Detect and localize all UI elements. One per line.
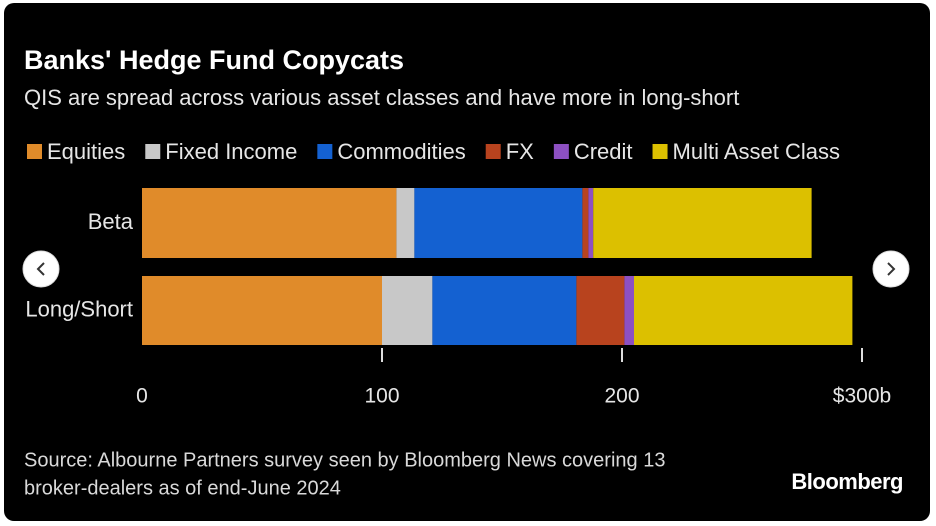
bar-segment — [634, 276, 853, 345]
legend-swatch — [27, 144, 42, 159]
plot: 0 100 200 $300b Beta Long/Short — [25, 188, 891, 408]
legend-swatch — [553, 144, 569, 159]
next-button[interactable] — [872, 250, 910, 288]
chart-subtitle: QIS are spread across various asset clas… — [24, 85, 739, 110]
prev-chevron[interactable] — [36, 262, 45, 276]
bar-segment — [588, 188, 594, 258]
x-tick-label: $300b — [833, 385, 891, 408]
legend-label: Commodities — [337, 139, 465, 164]
source-line: Source: Albourne Partners survey seen by… — [24, 449, 665, 471]
legend-label: FX — [506, 139, 534, 164]
bar-segment — [593, 188, 812, 258]
bar-segment — [142, 188, 397, 258]
x-tick-label: 0 — [136, 385, 148, 408]
bar-segment — [142, 276, 382, 345]
bar-segment — [396, 188, 415, 258]
bar-segment — [624, 276, 634, 345]
bar-segment — [382, 276, 433, 345]
bar-segment — [576, 276, 625, 345]
legend-label: Equities — [47, 139, 125, 164]
legend-swatch — [317, 144, 333, 159]
legend-label: Multi Asset Class — [673, 139, 841, 164]
chart-title: Banks' Hedge Fund Copycats — [24, 45, 404, 75]
legend-label: Credit — [574, 139, 633, 164]
bar-segment — [582, 188, 589, 258]
category-label: Beta — [88, 209, 134, 234]
legend-swatch — [145, 144, 161, 159]
x-tick-label: 200 — [604, 385, 639, 408]
prev-button-bg[interactable] — [22, 250, 60, 288]
bar-segment — [432, 276, 577, 345]
prev-button[interactable] — [22, 250, 60, 288]
x-tick-label: 100 — [364, 385, 399, 408]
next-chevron[interactable] — [887, 262, 896, 276]
source-line: broker-dealers as of end-June 2024 — [24, 477, 341, 499]
category-label: Long/Short — [25, 296, 133, 321]
next-button-bg[interactable] — [872, 250, 910, 288]
chart-panel — [4, 3, 930, 521]
brand-logo: Bloomberg — [791, 469, 903, 494]
bar-segment — [414, 188, 583, 258]
legend: Equities Fixed Income Commodities FX Credit M… — [27, 139, 840, 164]
legend-label: Fixed Income — [165, 139, 297, 164]
legend-swatch — [485, 144, 501, 159]
legend-swatch — [652, 144, 668, 159]
